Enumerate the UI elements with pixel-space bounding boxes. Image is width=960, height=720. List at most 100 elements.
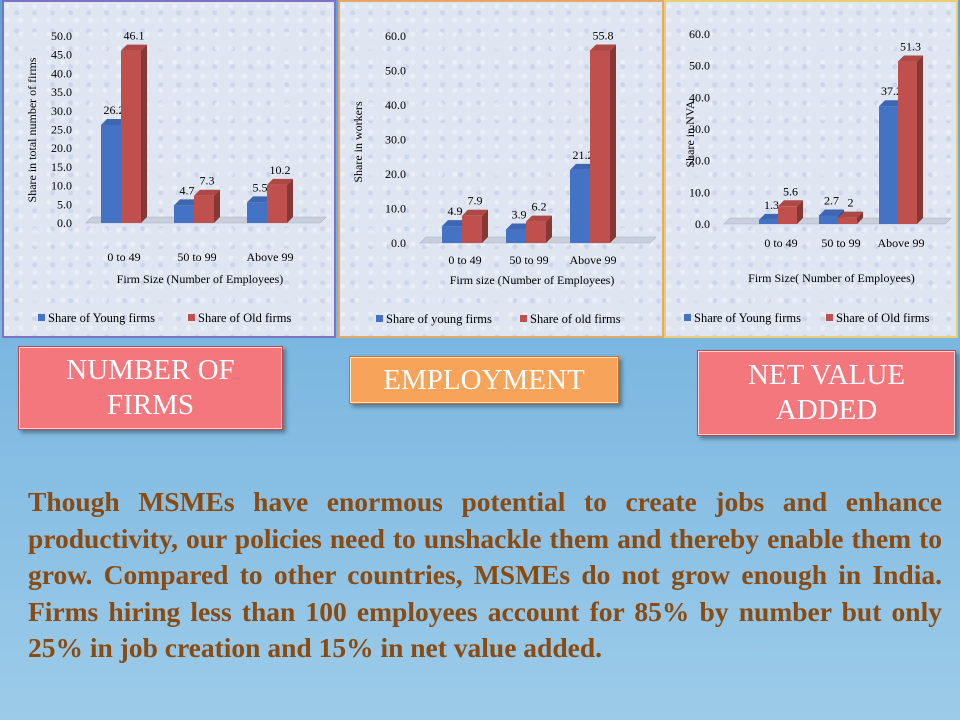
bar-top-young: [506, 223, 532, 230]
legend-swatch: [520, 315, 527, 322]
y-tick-label: 40.0: [385, 98, 406, 112]
y-tick-label: 45.0: [51, 48, 72, 62]
data-label: 5.5: [253, 180, 268, 194]
y-tick-label: 15.0: [51, 160, 72, 174]
bar-side-old: [917, 55, 923, 224]
bar-old: [838, 217, 857, 224]
chart-panel-employment: 0.0 10.0 20.0 30.0 40.0 50.0 60.0 Share in work…: [338, 0, 664, 338]
y-tick-label: 20.0: [51, 141, 72, 155]
bar-young: [174, 205, 194, 223]
data-label: 10.2: [270, 163, 291, 177]
y-tick-label: 10.0: [385, 202, 406, 216]
data-label: 26.2: [104, 103, 125, 117]
y-tick-label: 0.0: [391, 236, 406, 250]
chart-panel-net-value-added: 0.0 10.0 20.0 30.0 40.0 50.0 60.0 Share in NVA 1…: [664, 0, 958, 338]
bar-top-young: [879, 100, 904, 107]
category-label: Above 99: [878, 236, 925, 250]
bar-old: [526, 221, 546, 243]
y-tick-label: 20.0: [689, 154, 710, 168]
y-tick-label: 40.0: [51, 66, 72, 80]
legend-swatch: [38, 314, 45, 321]
bar-side-old: [546, 215, 552, 243]
bar-top-young: [759, 213, 784, 220]
category-label: 50 to 99: [177, 250, 216, 264]
y-tick-label: 0.0: [57, 216, 72, 230]
y-tick-label: 5.0: [57, 197, 72, 211]
legend-label: Share of Young firms: [694, 311, 801, 325]
bar-top-old: [462, 209, 488, 216]
category-label: 0 to 49: [107, 250, 140, 264]
net-value-added-label-text: NET VALUE ADDED: [698, 351, 955, 435]
bar-old: [462, 215, 482, 243]
data-label: 1.3: [764, 198, 779, 212]
bar-top-old: [838, 211, 863, 218]
chart-number-of-firms: 0.0 5.0 10.0 15.0 20.0 25.0 30.0 35.0 40.0 45.0 50…: [25, 29, 327, 325]
number-of-firms-label: NUMBER OF FIRMS: [18, 346, 283, 430]
legend-label: Share of young firms: [386, 312, 492, 326]
chart-panel-number-of-firms: 0.0 5.0 10.0 15.0 20.0 25.0 30.0 35.0 40.0 45.0 50…: [2, 0, 336, 338]
category-label: 50 to 99: [821, 236, 860, 250]
bar-top-old: [898, 55, 923, 62]
net-value-added-label: NET VALUE ADDED: [697, 350, 956, 436]
legend-swatch: [376, 315, 383, 322]
bar-old: [194, 195, 214, 223]
category-label: Above 99: [570, 253, 617, 267]
bar-young: [506, 229, 526, 243]
number-of-firms-label-text: NUMBER OF FIRMS: [19, 347, 282, 429]
bar-young: [247, 202, 267, 223]
data-label: 6.2: [532, 200, 547, 214]
y-tick-label: 60.0: [689, 27, 710, 41]
data-label: 51.3: [900, 40, 921, 54]
bar-side-old: [482, 209, 488, 243]
bar-old: [267, 184, 287, 223]
bar-side-old: [214, 189, 220, 223]
legend-label: Share of Old firms: [836, 311, 930, 325]
y-tick-label: 30.0: [51, 104, 72, 118]
y-tick-label: 20.0: [385, 167, 406, 181]
y-axis-title: Share in NVA: [683, 100, 697, 167]
y-tick-label: 30.0: [689, 122, 710, 136]
bar-top-young: [174, 199, 200, 206]
data-label: 7.3: [200, 174, 215, 188]
data-label: 3.9: [512, 208, 527, 222]
data-label: 2.7: [824, 193, 839, 207]
bar-top-old: [778, 200, 803, 207]
data-label: 2: [848, 196, 854, 210]
y-axis-title: Share in workers: [351, 101, 365, 183]
y-tick-label: 60.0: [385, 29, 406, 43]
data-label: 46.1: [124, 29, 145, 43]
data-label: 4.9: [448, 204, 463, 218]
bar-side-old: [857, 211, 863, 224]
chart-net-value-added: 0.0 10.0 20.0 30.0 40.0 50.0 60.0 Share in NVA 1…: [683, 27, 952, 325]
y-tick-label: 10.0: [51, 179, 72, 193]
category-label: 0 to 49: [764, 236, 797, 250]
legend-swatch: [188, 314, 195, 321]
y-tick-label: 40.0: [689, 90, 710, 104]
bar-top-old: [526, 215, 552, 222]
category-label: 50 to 99: [509, 253, 548, 267]
data-label: 4.7: [180, 183, 195, 197]
bar-young: [570, 169, 590, 243]
bar-side-old: [610, 44, 616, 243]
bar-young: [879, 106, 898, 224]
y-tick-label: 10.0: [689, 185, 710, 199]
bar-top-young: [570, 163, 596, 170]
legend-swatch: [826, 314, 833, 321]
bar-old: [121, 50, 141, 223]
bar-side-old: [797, 200, 803, 224]
data-label: 55.8: [593, 28, 614, 42]
bar-top-old: [121, 44, 147, 51]
bar-young: [759, 219, 778, 224]
bar-top-old: [590, 44, 616, 51]
y-tick-label: 50.0: [51, 29, 72, 43]
category-label: 0 to 49: [448, 253, 481, 267]
body-paragraph: Though MSMEs have enormous potential to …: [28, 486, 942, 663]
y-tick-label: 50.0: [385, 64, 406, 78]
x-axis-title: Firm Size( Number of Employees): [748, 271, 915, 285]
y-tick-label: 35.0: [51, 85, 72, 99]
bar-top-young: [247, 196, 273, 203]
legend-label: Share of Old firms: [198, 311, 292, 325]
bar-side-old: [141, 44, 147, 223]
bar-top-old: [267, 178, 293, 185]
employment-label-text: EMPLOYMENT: [350, 357, 618, 403]
